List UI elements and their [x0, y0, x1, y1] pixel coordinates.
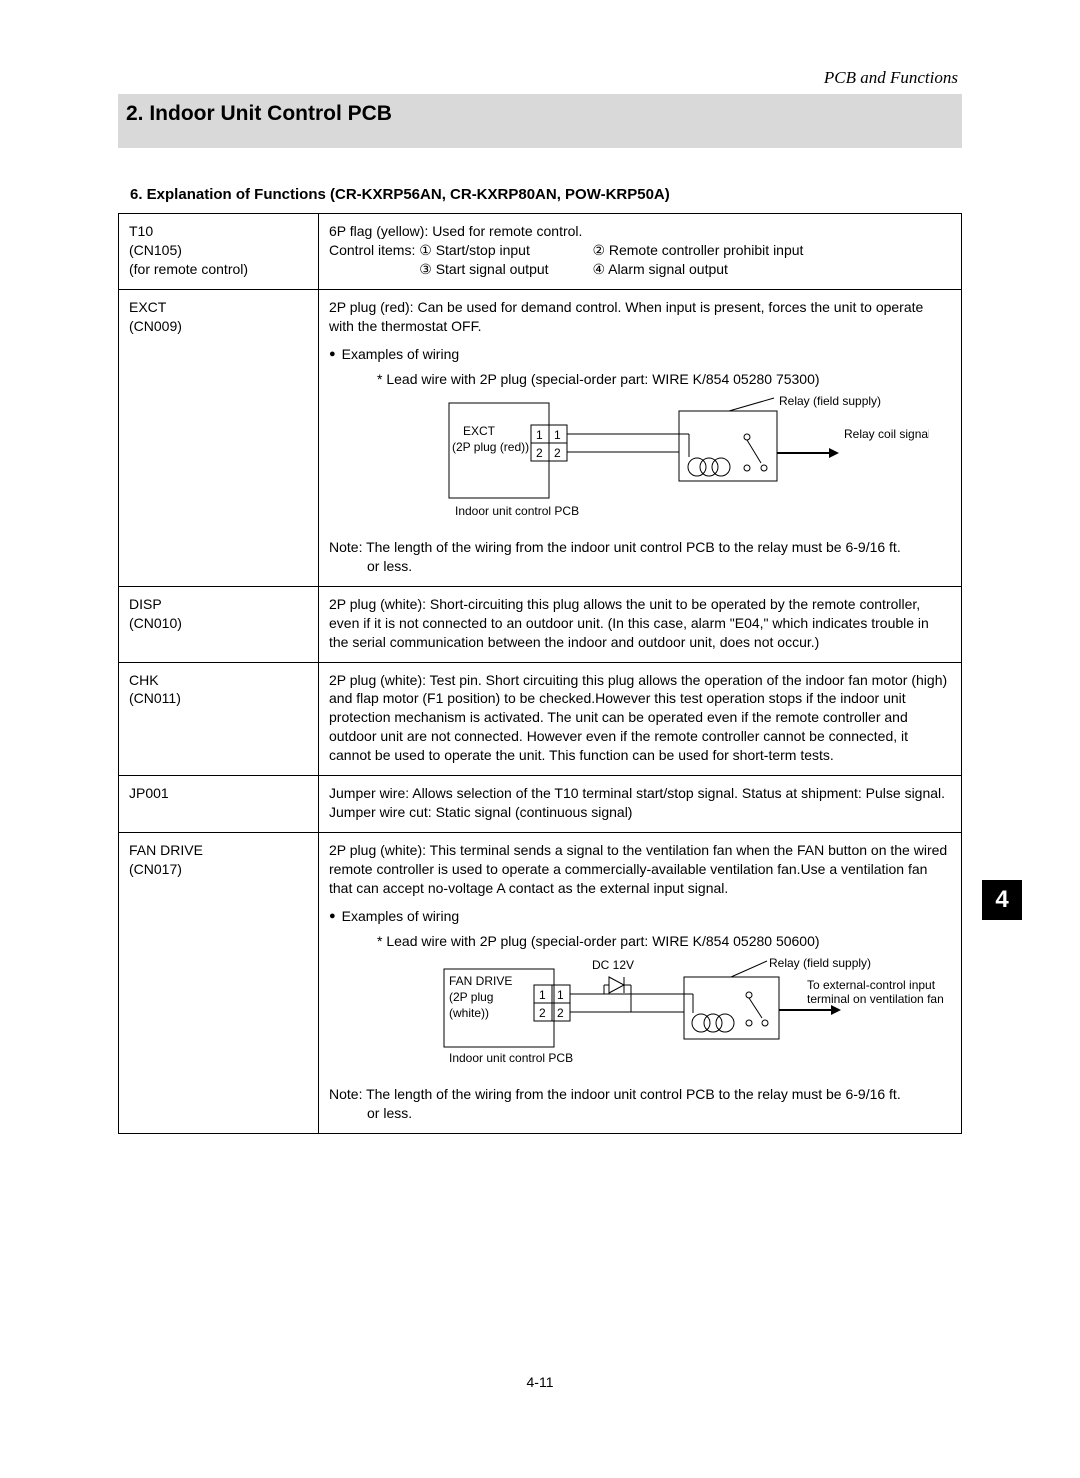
svg-text:EXCT: EXCT — [463, 424, 496, 438]
functions-table: T10 (CN105) (for remote control) 6P flag… — [118, 213, 962, 1134]
row-fan-label: FAN DRIVE (CN017) — [119, 832, 319, 1133]
svg-text:Relay (field supply): Relay (field supply) — [769, 956, 871, 970]
fan-note: Note: The length of the wiring from the … — [329, 1085, 951, 1123]
section-title: 2. Indoor Unit Control PCB — [126, 102, 954, 126]
breadcrumb: PCB and Functions — [118, 68, 962, 88]
examples-heading: Examples of wiring — [329, 345, 951, 364]
row-t10-label: T10 (CN105) (for remote control) — [119, 214, 319, 290]
exct-wiring-diagram: 11 22 — [349, 393, 951, 528]
row-jp001-label: JP001 — [119, 776, 319, 833]
leadwire-note: * Lead wire with 2P plug (special-order … — [377, 370, 951, 389]
svg-text:1: 1 — [557, 988, 564, 1002]
svg-text:1: 1 — [539, 988, 546, 1002]
relay-supply-label: Relay (field supply) — [779, 394, 881, 408]
row-chk-desc: 2P plug (white): Test pin. Short circuit… — [319, 662, 962, 775]
svg-text:terminal on ventilation fan: terminal on ventilation fan — [807, 992, 944, 1006]
svg-text:1: 1 — [536, 428, 543, 442]
svg-text:1: 1 — [554, 428, 561, 442]
row-t10-desc: 6P flag (yellow): Used for remote contro… — [319, 214, 962, 290]
svg-text:(2P plug (red)): (2P plug (red)) — [452, 440, 529, 454]
row-exct-desc: 2P plug (red): Can be used for demand co… — [319, 289, 962, 586]
svg-text:Relay coil signal: Relay coil signal — [844, 427, 929, 441]
svg-text:2: 2 — [539, 1006, 546, 1020]
svg-text:2: 2 — [554, 446, 561, 460]
row-disp-desc: 2P plug (white): Short-circuiting this p… — [319, 586, 962, 662]
page-number: 4-11 — [0, 1374, 1080, 1390]
svg-text:(white)): (white)) — [449, 1006, 489, 1020]
exct-note: Note: The length of the wiring from the … — [329, 538, 951, 576]
svg-text:2: 2 — [557, 1006, 564, 1020]
row-jp001-desc: Jumper wire: Allows selection of the T10… — [319, 776, 962, 833]
row-disp-label: DISP (CN010) — [119, 586, 319, 662]
row-chk-label: CHK (CN011) — [119, 662, 319, 775]
svg-text:To external-control input: To external-control input — [807, 978, 936, 992]
row-fan-desc: 2P plug (white): This terminal sends a s… — [319, 832, 962, 1133]
section-tab: 4 — [982, 880, 1022, 920]
svg-text:2: 2 — [536, 446, 543, 460]
svg-text:Indoor unit control PCB: Indoor unit control PCB — [455, 504, 579, 518]
fan-wiring-diagram: 11 22 — [349, 955, 951, 1075]
subheading: 6. Explanation of Functions (CR-KXRP56AN… — [130, 186, 962, 203]
row-exct-label: EXCT (CN009) — [119, 289, 319, 586]
examples-heading: Examples of wiring — [329, 907, 951, 926]
leadwire-note: * Lead wire with 2P plug (special-order … — [377, 932, 951, 951]
svg-text:(2P plug: (2P plug — [449, 990, 493, 1004]
svg-text:Indoor unit control PCB: Indoor unit control PCB — [449, 1051, 573, 1065]
svg-text:DC 12V: DC 12V — [592, 958, 634, 972]
title-bar: 2. Indoor Unit Control PCB — [118, 94, 962, 148]
svg-text:FAN DRIVE: FAN DRIVE — [449, 974, 512, 988]
